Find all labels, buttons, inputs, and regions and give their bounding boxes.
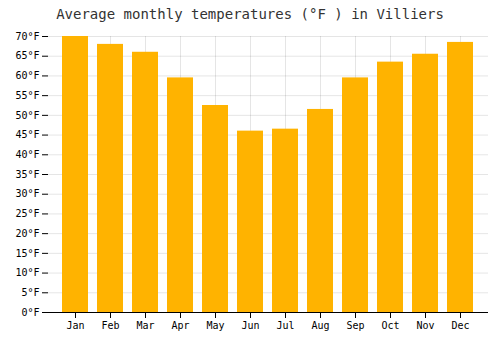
svg-text:0°F: 0°F <box>21 307 39 318</box>
svg-text:30°F: 30°F <box>15 188 39 199</box>
svg-text:65°F: 65°F <box>15 50 39 61</box>
svg-text:15°F: 15°F <box>15 248 39 259</box>
svg-text:Feb: Feb <box>101 320 119 331</box>
svg-text:35°F: 35°F <box>15 169 39 180</box>
svg-text:50°F: 50°F <box>15 110 39 121</box>
svg-text:10°F: 10°F <box>15 267 39 278</box>
svg-text:Nov: Nov <box>416 320 434 331</box>
svg-text:Mar: Mar <box>136 320 154 331</box>
svg-text:Dec: Dec <box>451 320 469 331</box>
svg-text:Oct: Oct <box>381 320 399 331</box>
svg-text:20°F: 20°F <box>15 228 39 239</box>
svg-text:55°F: 55°F <box>15 90 39 101</box>
svg-text:60°F: 60°F <box>15 70 39 81</box>
svg-text:5°F: 5°F <box>21 287 39 298</box>
svg-text:May: May <box>206 320 224 331</box>
svg-text:Jul: Jul <box>276 320 294 331</box>
svg-text:25°F: 25°F <box>15 208 39 219</box>
svg-text:40°F: 40°F <box>15 149 39 160</box>
svg-text:Sep: Sep <box>346 320 364 331</box>
svg-text:Jun: Jun <box>241 320 259 331</box>
html-text:Average monthly temperatures (: Average monthly temperatures (°F ) in Vi… <box>56 6 444 22</box>
svg-text:Aug: Aug <box>311 320 329 331</box>
svg-text:Apr: Apr <box>171 320 189 331</box>
svg-text:70°F: 70°F <box>15 31 39 42</box>
svg-text:45°F: 45°F <box>15 129 39 140</box>
svg-text:Jan: Jan <box>66 320 84 331</box>
